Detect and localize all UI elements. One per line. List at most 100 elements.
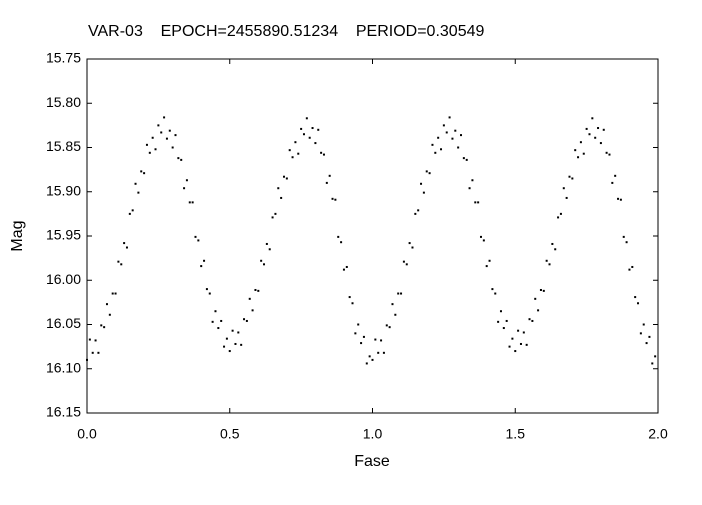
data-point	[314, 142, 317, 145]
data-point	[143, 172, 146, 175]
data-point	[171, 146, 174, 149]
data-point	[294, 141, 297, 144]
data-point	[360, 342, 363, 345]
data-point	[365, 362, 368, 365]
data-point	[474, 201, 477, 204]
data-point	[228, 350, 231, 353]
data-point	[105, 303, 108, 306]
y-axis-label: Mag	[9, 220, 26, 251]
data-point	[100, 324, 103, 327]
data-point	[499, 310, 502, 313]
data-point	[183, 187, 186, 190]
data-point	[482, 239, 485, 242]
data-point	[348, 296, 351, 299]
data-point	[151, 136, 154, 139]
data-point	[477, 201, 480, 204]
data-point	[511, 337, 514, 340]
data-point	[342, 268, 345, 271]
data-point	[137, 191, 140, 194]
data-point	[288, 149, 291, 152]
data-point	[648, 335, 651, 338]
y-tick-label: 15.80	[46, 94, 81, 110]
data-point	[531, 319, 534, 322]
data-point	[268, 248, 271, 251]
data-point	[280, 196, 283, 199]
data-point	[271, 216, 274, 219]
data-point	[559, 212, 562, 215]
data-point	[579, 141, 582, 144]
data-point	[340, 241, 343, 244]
data-point	[571, 177, 574, 180]
data-point	[577, 156, 580, 159]
data-point	[117, 260, 120, 263]
data-point	[354, 332, 357, 335]
data-point	[357, 323, 360, 326]
data-point	[188, 201, 191, 204]
data-point	[400, 292, 403, 295]
data-point	[103, 326, 106, 329]
data-point	[637, 302, 640, 305]
data-point	[282, 175, 285, 178]
data-point	[488, 259, 491, 262]
data-point	[165, 137, 168, 140]
data-point	[108, 313, 111, 316]
data-point	[263, 263, 266, 266]
data-point	[191, 201, 194, 204]
data-point	[634, 296, 637, 299]
data-point	[611, 181, 614, 184]
data-point	[440, 148, 443, 151]
data-point	[508, 345, 511, 348]
data-point	[542, 289, 545, 292]
data-point	[123, 242, 126, 245]
data-point	[277, 187, 280, 190]
data-point	[405, 263, 408, 266]
data-point	[597, 127, 600, 130]
data-point	[86, 358, 88, 361]
data-point	[334, 198, 337, 201]
data-point	[260, 259, 263, 262]
data-point	[337, 235, 340, 238]
data-point	[311, 127, 314, 130]
data-point	[351, 302, 354, 305]
data-point	[639, 332, 642, 335]
data-point	[111, 292, 114, 295]
data-point	[163, 116, 166, 119]
data-point	[214, 310, 217, 313]
y-tick-label: 16.05	[46, 315, 81, 331]
data-point	[254, 288, 257, 291]
data-point	[462, 157, 465, 160]
data-point	[411, 246, 414, 249]
data-point	[125, 246, 128, 249]
y-tick-label: 15.95	[46, 227, 81, 243]
data-point	[599, 142, 602, 145]
data-point	[625, 241, 628, 244]
data-point	[134, 182, 137, 185]
data-point	[297, 152, 300, 155]
data-point	[194, 235, 197, 238]
data-point	[434, 151, 437, 154]
data-point	[371, 358, 374, 361]
data-point	[402, 260, 405, 263]
data-point	[451, 137, 454, 140]
data-point	[257, 289, 260, 292]
data-point	[537, 309, 540, 312]
data-point	[223, 345, 226, 348]
data-point	[591, 117, 594, 120]
data-point	[305, 117, 308, 120]
data-point	[617, 197, 620, 200]
data-point	[388, 326, 391, 329]
data-point	[517, 329, 520, 332]
data-point	[594, 136, 597, 139]
y-tick-label: 15.85	[46, 138, 81, 154]
data-point	[320, 151, 323, 154]
data-point	[328, 174, 331, 177]
data-point	[345, 265, 348, 268]
data-point	[180, 158, 183, 161]
data-point	[568, 175, 571, 178]
data-point	[91, 351, 94, 354]
data-point	[420, 182, 423, 185]
data-point	[382, 351, 385, 354]
